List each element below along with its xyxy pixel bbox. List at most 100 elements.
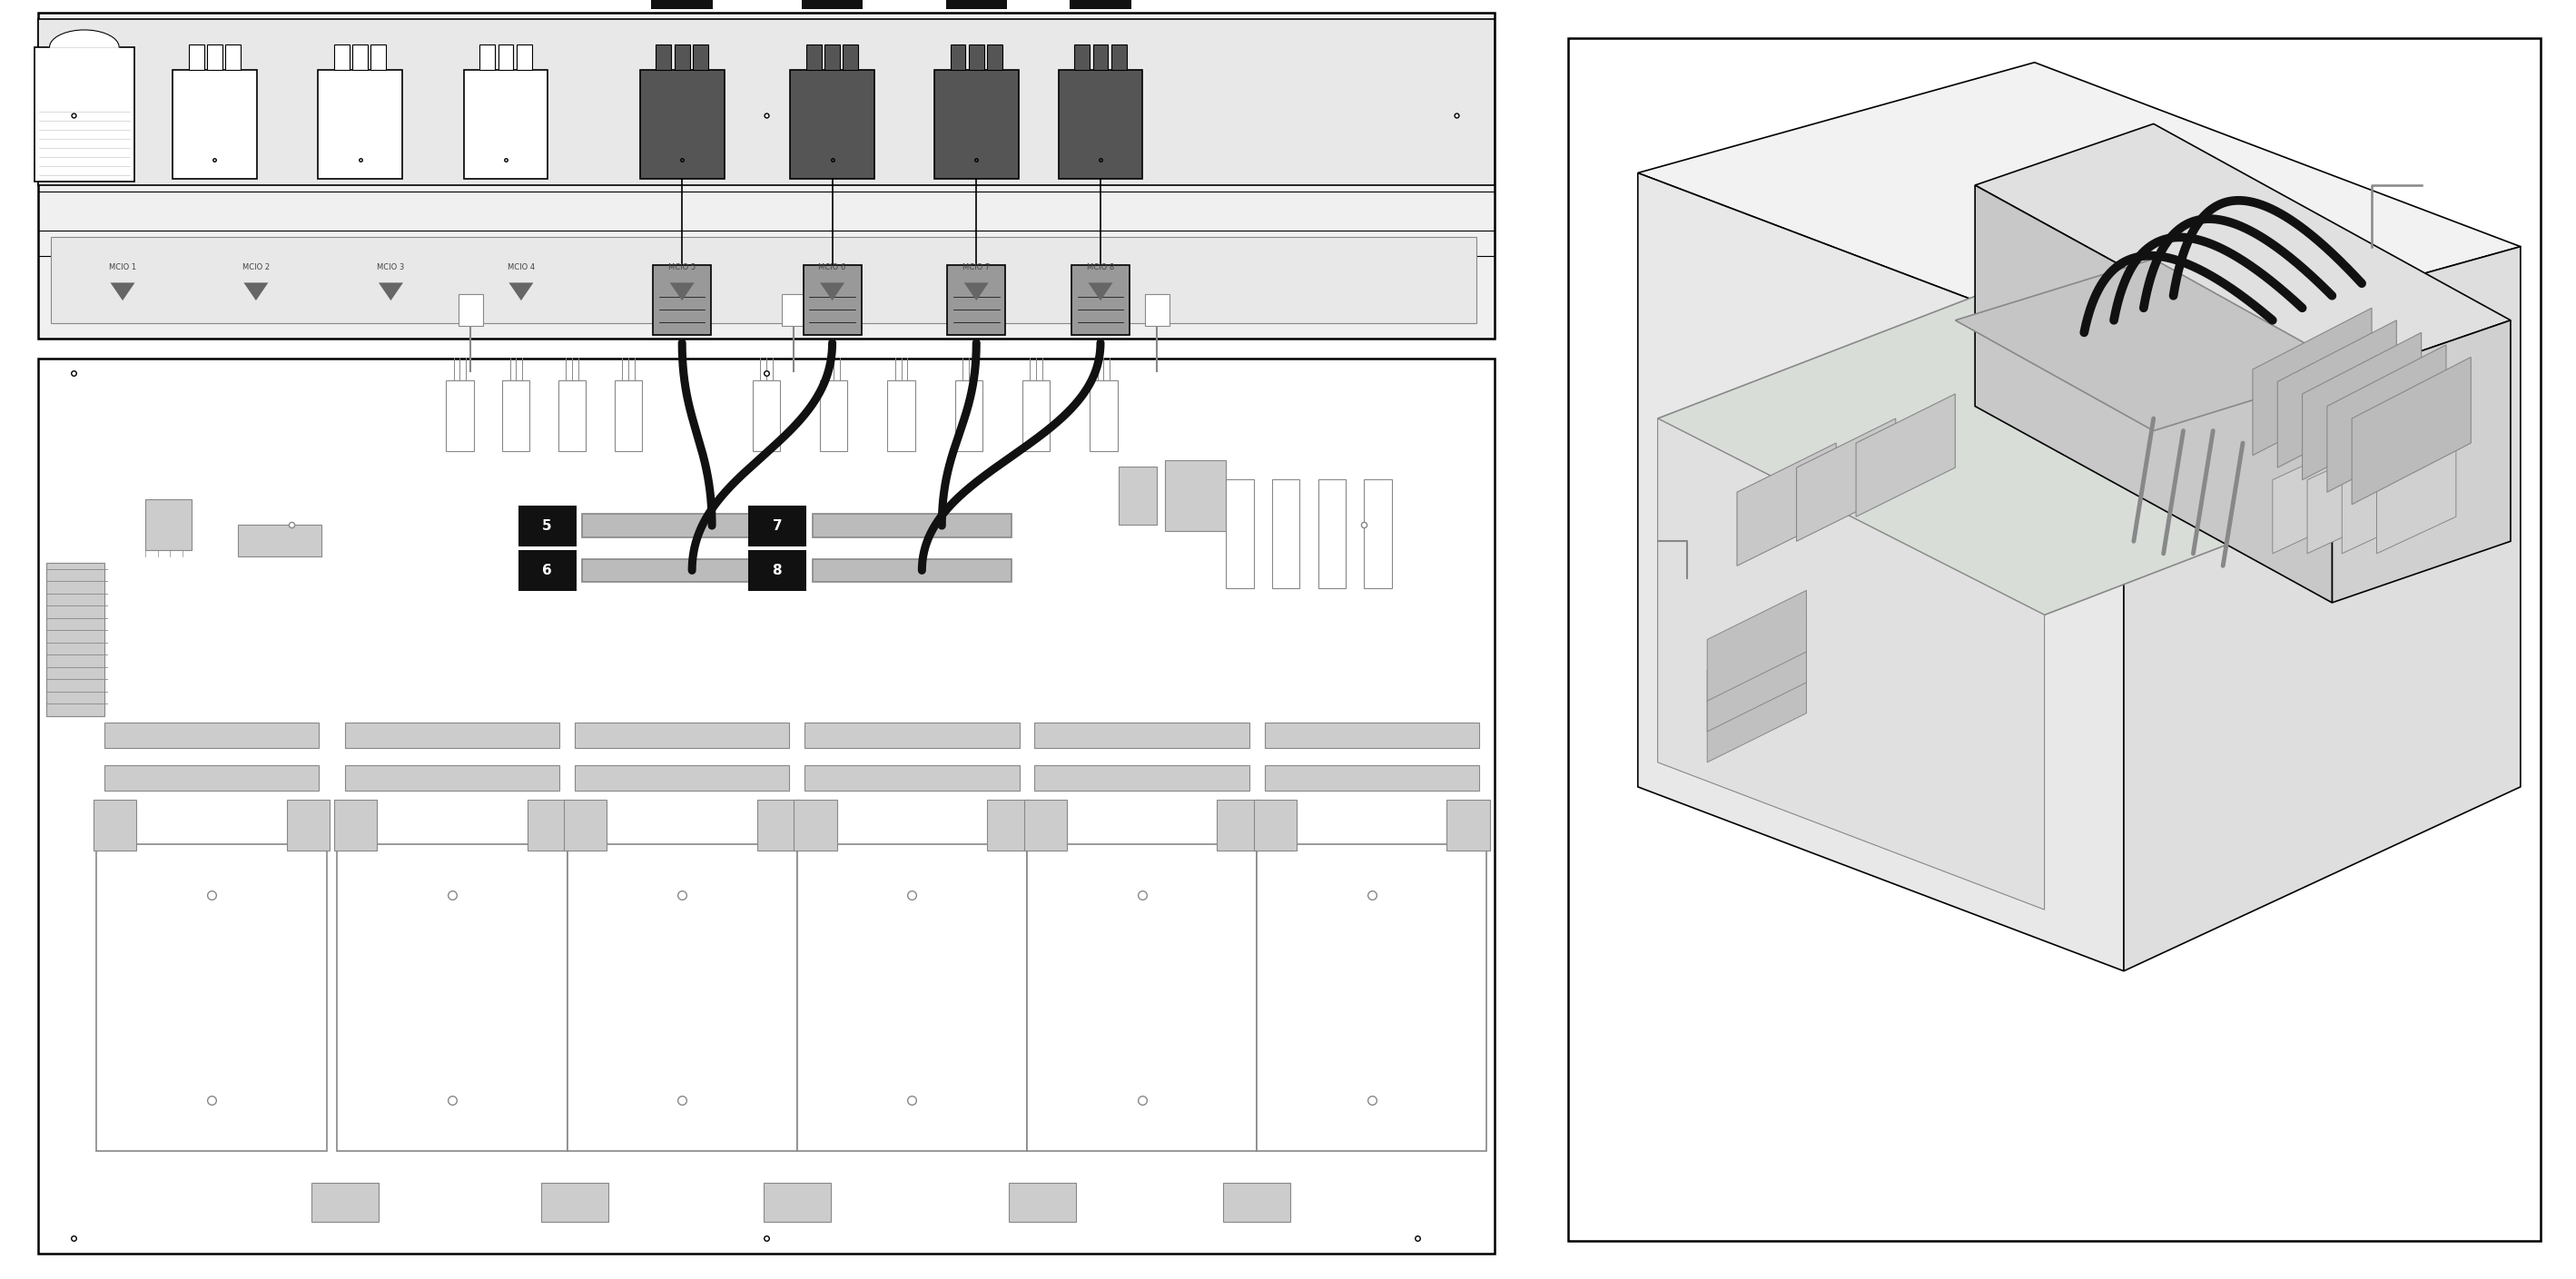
Bar: [528, 799, 569, 851]
Polygon shape: [2277, 320, 2396, 468]
Bar: [1036, 723, 1249, 748]
Text: MCIO 2: MCIO 2: [242, 263, 270, 271]
Bar: [93, 799, 137, 851]
Bar: [497, 45, 513, 70]
Polygon shape: [245, 283, 268, 301]
Polygon shape: [2342, 443, 2421, 554]
Bar: [804, 765, 1020, 790]
Bar: [951, 45, 966, 70]
Text: 6: 6: [544, 564, 551, 577]
Bar: [1023, 380, 1051, 451]
Bar: [337, 844, 567, 1151]
Bar: [479, 45, 495, 70]
Bar: [95, 844, 327, 1151]
Bar: [804, 723, 1020, 748]
Polygon shape: [1955, 258, 2352, 431]
Polygon shape: [111, 283, 134, 301]
Bar: [945, 0, 1007, 9]
Bar: [1036, 765, 1249, 790]
Text: MCIO 4: MCIO 4: [507, 263, 536, 271]
Bar: [652, 265, 711, 335]
Polygon shape: [379, 283, 402, 301]
Bar: [616, 380, 641, 451]
Bar: [541, 1183, 608, 1221]
Bar: [39, 19, 1494, 185]
Bar: [173, 70, 258, 179]
Polygon shape: [819, 283, 845, 301]
Polygon shape: [1659, 247, 2491, 615]
Bar: [582, 514, 781, 537]
Polygon shape: [2378, 443, 2455, 554]
Text: MCIO 6: MCIO 6: [819, 263, 845, 271]
Polygon shape: [2251, 308, 2372, 455]
Bar: [987, 799, 1030, 851]
Bar: [224, 45, 240, 70]
Bar: [1059, 70, 1144, 179]
Bar: [747, 505, 806, 546]
Polygon shape: [1708, 652, 1806, 762]
Bar: [987, 45, 1002, 70]
Bar: [1072, 265, 1131, 335]
Bar: [286, 799, 330, 851]
Polygon shape: [670, 283, 696, 301]
Bar: [1010, 1183, 1077, 1221]
Polygon shape: [1795, 418, 1896, 541]
Bar: [1069, 0, 1131, 9]
Text: MCIO 7: MCIO 7: [963, 263, 989, 271]
Bar: [956, 380, 981, 451]
Bar: [345, 765, 559, 790]
Text: MCIO 3: MCIO 3: [376, 263, 404, 271]
Bar: [791, 70, 873, 179]
Polygon shape: [1708, 591, 1806, 701]
Bar: [46, 563, 103, 716]
Bar: [793, 799, 837, 851]
Polygon shape: [1659, 418, 2045, 909]
Bar: [804, 265, 860, 335]
Bar: [52, 237, 1476, 324]
Bar: [459, 294, 482, 326]
Bar: [1144, 294, 1170, 326]
Bar: [752, 380, 781, 451]
Polygon shape: [1736, 443, 1837, 565]
Bar: [819, 380, 848, 451]
Bar: [518, 505, 577, 546]
Bar: [935, 70, 1018, 179]
Bar: [948, 265, 1005, 335]
Bar: [188, 45, 204, 70]
Bar: [353, 45, 368, 70]
Polygon shape: [2308, 443, 2385, 554]
Bar: [1257, 844, 1486, 1151]
Bar: [574, 723, 788, 748]
Bar: [317, 70, 402, 179]
Bar: [39, 358, 1494, 1253]
Bar: [806, 45, 822, 70]
Polygon shape: [2303, 333, 2421, 480]
Bar: [796, 844, 1028, 1151]
Polygon shape: [1855, 394, 1955, 517]
Bar: [824, 45, 840, 70]
Text: 5: 5: [544, 519, 551, 532]
Bar: [1216, 799, 1260, 851]
Bar: [464, 70, 549, 179]
Bar: [675, 45, 690, 70]
Bar: [693, 45, 708, 70]
Bar: [1273, 480, 1301, 588]
Text: 8: 8: [773, 564, 783, 577]
Text: MCIO 5: MCIO 5: [667, 263, 696, 271]
Bar: [1224, 1183, 1291, 1221]
Polygon shape: [963, 283, 989, 301]
Bar: [335, 799, 376, 851]
Polygon shape: [510, 283, 533, 301]
Bar: [559, 380, 585, 451]
Bar: [1164, 460, 1226, 531]
Bar: [103, 723, 319, 748]
Polygon shape: [2326, 345, 2447, 492]
Text: MCIO 1: MCIO 1: [108, 263, 137, 271]
Bar: [567, 844, 796, 1151]
Bar: [1319, 480, 1345, 588]
Bar: [762, 1183, 829, 1221]
Bar: [564, 799, 608, 851]
Bar: [502, 380, 531, 451]
Bar: [1028, 844, 1257, 1151]
Bar: [103, 765, 319, 790]
